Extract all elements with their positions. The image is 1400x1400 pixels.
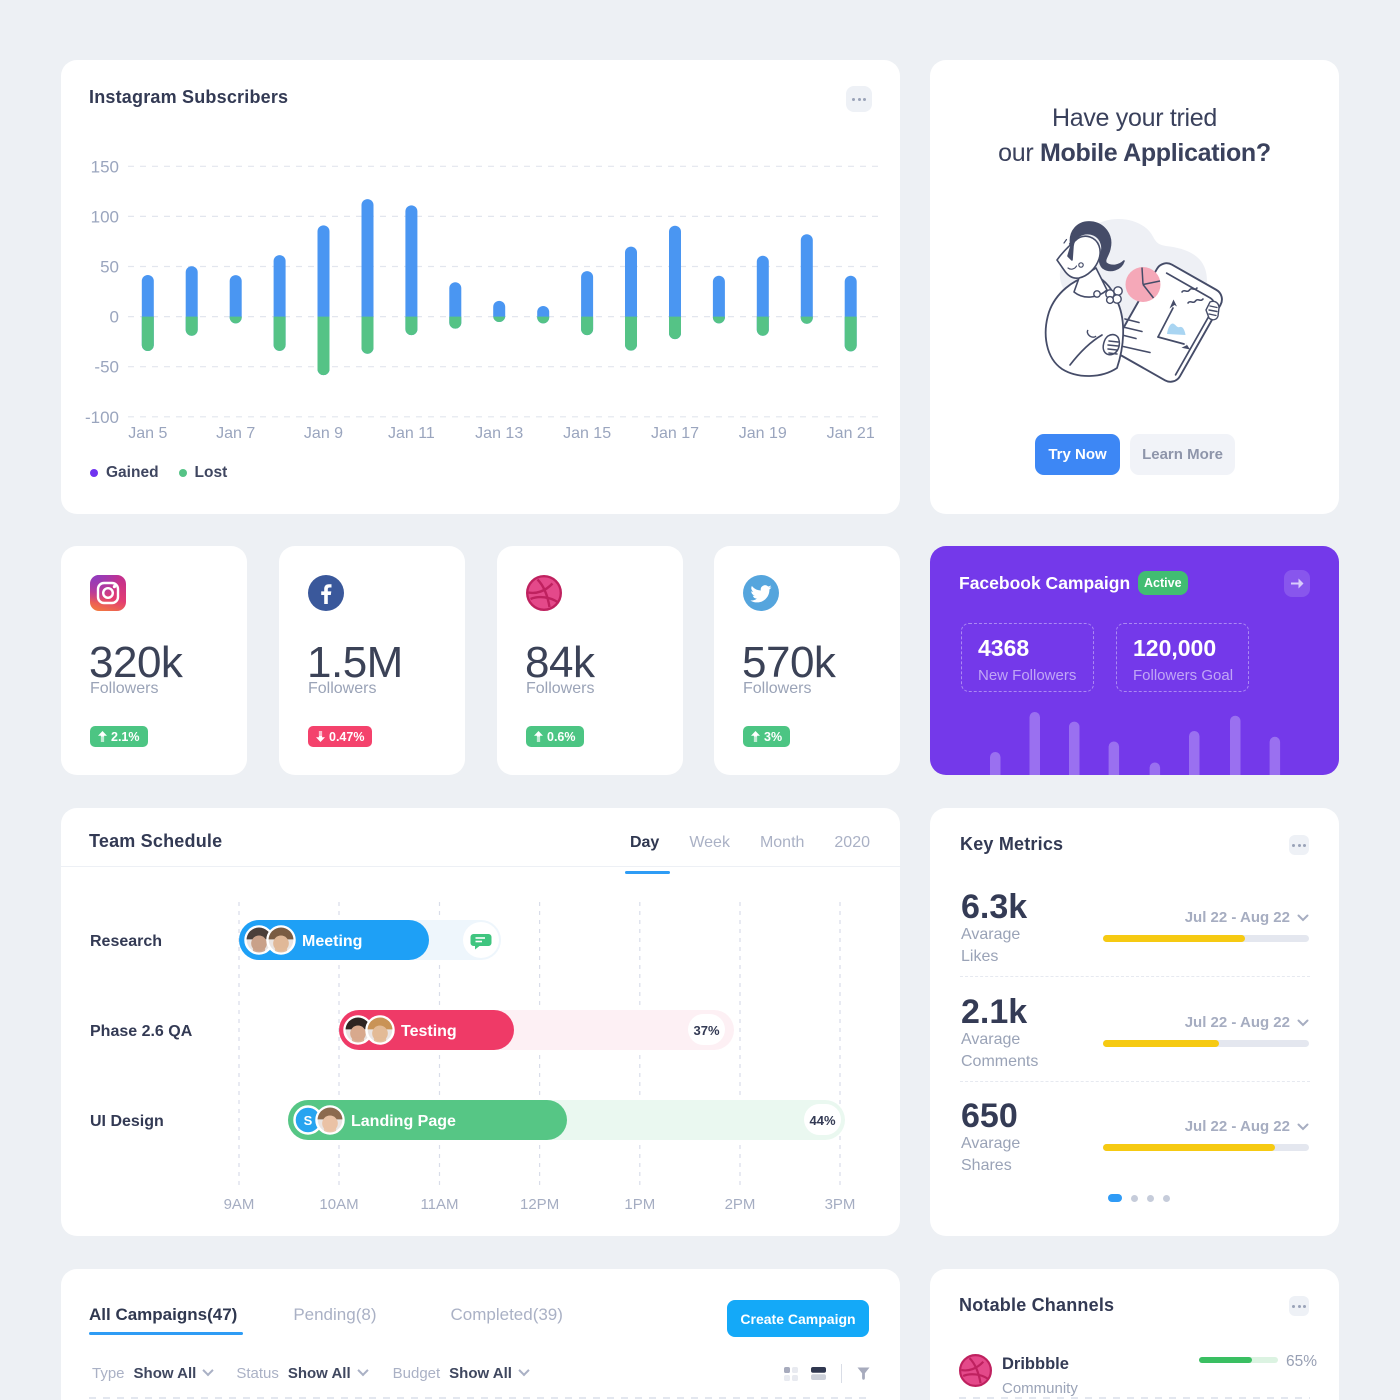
svg-text:0: 0 xyxy=(110,308,119,327)
svg-text:1PM: 1PM xyxy=(624,1196,655,1213)
svg-text:3PM: 3PM xyxy=(825,1196,856,1213)
svg-text:Jan 7: Jan 7 xyxy=(216,425,255,442)
svg-text:Meeting: Meeting xyxy=(302,933,362,950)
svg-text:44%: 44% xyxy=(809,1113,835,1128)
svg-text:Jan 13: Jan 13 xyxy=(475,425,523,442)
svg-text:Landing Page: Landing Page xyxy=(351,1113,456,1130)
svg-text:-100: -100 xyxy=(85,408,119,427)
svg-text:Jan 11: Jan 11 xyxy=(388,425,435,442)
svg-text:UI Design: UI Design xyxy=(90,1113,164,1130)
svg-text:37%: 37% xyxy=(693,1023,719,1038)
svg-text:Jan 15: Jan 15 xyxy=(563,425,611,442)
svg-text:2PM: 2PM xyxy=(725,1196,756,1213)
svg-text:Jan 9: Jan 9 xyxy=(304,425,343,442)
svg-text:150: 150 xyxy=(91,157,119,176)
svg-text:-50: -50 xyxy=(94,358,119,377)
svg-text:11AM: 11AM xyxy=(420,1196,458,1213)
svg-text:Jan 19: Jan 19 xyxy=(739,425,787,442)
svg-text:S: S xyxy=(304,1113,313,1128)
svg-text:10AM: 10AM xyxy=(319,1196,358,1213)
svg-text:Jan 21: Jan 21 xyxy=(827,425,875,442)
svg-text:100: 100 xyxy=(91,207,119,226)
svg-text:Jan 17: Jan 17 xyxy=(651,425,699,442)
svg-text:12PM: 12PM xyxy=(520,1196,559,1213)
svg-text:50: 50 xyxy=(100,258,119,277)
svg-text:9AM: 9AM xyxy=(224,1196,255,1213)
svg-text:Research: Research xyxy=(90,933,162,950)
svg-text:Testing: Testing xyxy=(401,1023,457,1040)
svg-text:Jan 5: Jan 5 xyxy=(128,425,167,442)
svg-text:Phase 2.6 QA: Phase 2.6 QA xyxy=(90,1023,193,1040)
